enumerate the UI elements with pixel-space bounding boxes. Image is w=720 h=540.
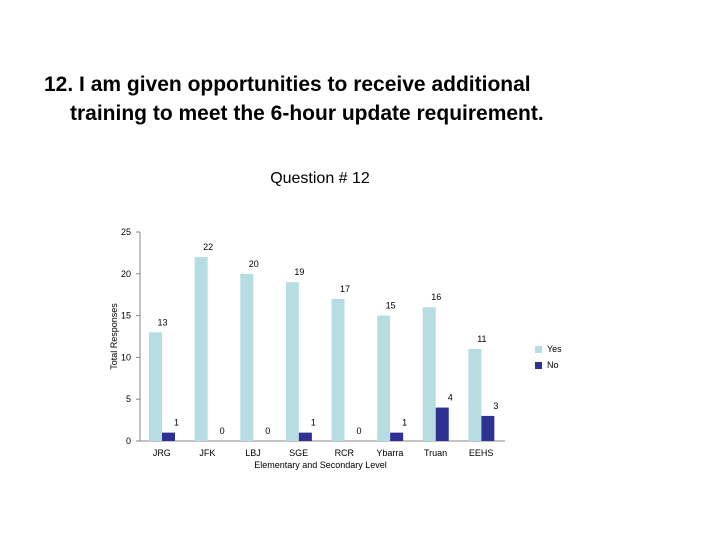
y-tick-label: 10 bbox=[121, 352, 131, 362]
x-tick-label-jfk: JFK bbox=[199, 448, 215, 458]
legend-swatch-no bbox=[535, 361, 542, 369]
data-label-no-ybarra: 1 bbox=[402, 418, 407, 428]
bar-no-sge bbox=[298, 432, 312, 441]
bar-yes-jrg bbox=[149, 332, 162, 441]
legend-swatch-yes bbox=[535, 345, 542, 353]
data-label-yes-jfk: 22 bbox=[203, 242, 213, 252]
y-axis-label: Total Responses bbox=[109, 303, 119, 370]
bar-yes-rcr bbox=[331, 298, 345, 441]
y-tick-label: 15 bbox=[121, 311, 131, 321]
x-tick-label-jrg: JRG bbox=[153, 448, 171, 458]
y-tick-label: 5 bbox=[126, 394, 131, 404]
bar-no-eehs bbox=[481, 415, 495, 441]
data-label-no-rcr: 0 bbox=[356, 426, 361, 436]
bar-yes-truan bbox=[422, 307, 436, 441]
bar-no-truan bbox=[435, 407, 449, 441]
bar-yes-eehs bbox=[468, 349, 482, 441]
slide-title-line-1: 12. I am given opportunities to receive … bbox=[44, 73, 531, 96]
chart-title: Question # 12 bbox=[270, 170, 370, 187]
bar-no-ybarra bbox=[390, 432, 404, 441]
data-label-yes-jrg: 13 bbox=[157, 317, 167, 327]
data-label-yes-lbj: 20 bbox=[249, 259, 259, 269]
slide-title-line-2: training to meet the 6-hour update requi… bbox=[70, 102, 544, 125]
data-label-no-truan: 4 bbox=[448, 393, 453, 403]
x-tick-label-lbj: LBJ bbox=[245, 448, 261, 458]
bar-yes-sge bbox=[285, 282, 299, 441]
bar-yes-ybarra bbox=[377, 315, 391, 441]
y-tick-label: 25 bbox=[121, 227, 131, 237]
y-tick-label: 0 bbox=[126, 436, 131, 446]
data-label-yes-sge: 19 bbox=[294, 267, 304, 277]
data-label-no-sge: 1 bbox=[311, 418, 316, 428]
data-label-no-eehs: 3 bbox=[493, 401, 498, 411]
data-label-yes-ybarra: 15 bbox=[386, 301, 396, 311]
chart-legend: Yes No bbox=[535, 341, 562, 373]
slide-title: 12. I am given opportunities to receive … bbox=[44, 70, 684, 128]
legend-item-yes: Yes bbox=[535, 341, 562, 357]
bar-no-jrg bbox=[162, 432, 175, 441]
x-tick-label-eehs: EEHS bbox=[469, 448, 494, 458]
bar-yes-lbj bbox=[240, 273, 254, 441]
legend-label-no: No bbox=[547, 360, 559, 370]
data-label-yes-eehs: 11 bbox=[477, 334, 486, 344]
x-axis-label: Elementary and Secondary Level bbox=[254, 460, 387, 470]
x-tick-label-ybarra: Ybarra bbox=[376, 448, 403, 458]
bar-yes-jfk bbox=[194, 257, 208, 441]
x-tick-label-sge: SGE bbox=[289, 448, 308, 458]
legend-label-yes: Yes bbox=[547, 344, 562, 354]
data-label-yes-rcr: 17 bbox=[340, 284, 350, 294]
x-tick-label-truan: Truan bbox=[424, 448, 447, 458]
x-tick-label-rcr: RCR bbox=[335, 448, 355, 458]
data-label-no-lbj: 0 bbox=[265, 426, 270, 436]
legend-item-no: No bbox=[535, 357, 562, 373]
data-label-yes-truan: 16 bbox=[431, 292, 441, 302]
y-tick-label: 20 bbox=[121, 269, 131, 279]
data-label-no-jrg: 1 bbox=[174, 418, 179, 428]
data-label-no-jfk: 0 bbox=[220, 426, 225, 436]
